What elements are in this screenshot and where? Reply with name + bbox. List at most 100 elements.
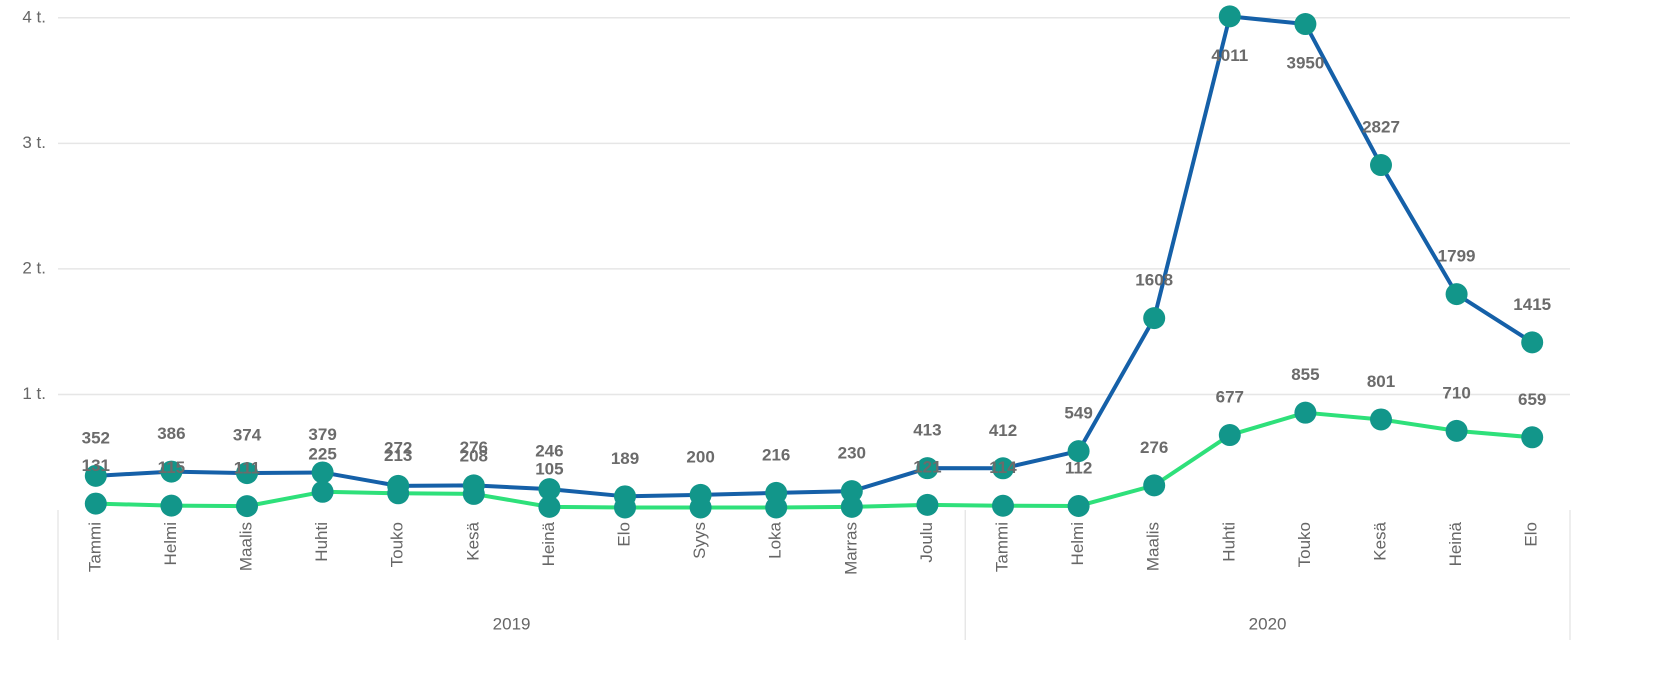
data-point <box>1370 408 1392 431</box>
data-point <box>916 493 939 516</box>
data-point <box>840 480 863 503</box>
data-label: 3950 <box>1286 54 1324 73</box>
x-tick-label: Huhti <box>1219 522 1238 562</box>
data-point <box>1445 419 1468 442</box>
data-label: 412 <box>989 421 1017 440</box>
data-label: 4011 <box>1211 46 1248 65</box>
data-label: 379 <box>308 425 336 444</box>
data-point <box>689 496 712 519</box>
x-tick-label: Huhti <box>312 522 331 562</box>
data-point <box>1067 440 1090 463</box>
data-point <box>1294 401 1317 424</box>
data-point <box>614 496 636 519</box>
data-label: 855 <box>1291 365 1319 384</box>
data-point <box>160 460 183 483</box>
data-label: 801 <box>1367 372 1395 391</box>
data-label: 131 <box>82 456 110 475</box>
x-tick-label: Elo <box>1522 522 1541 547</box>
data-point <box>1143 474 1166 497</box>
data-label: 208 <box>460 446 488 465</box>
data-point <box>311 480 334 503</box>
data-point <box>992 457 1014 480</box>
x-tick-label: Tammi <box>992 522 1011 572</box>
data-label: 246 <box>535 442 563 461</box>
data-label: 112 <box>1065 458 1092 477</box>
x-tick-label: Touko <box>388 522 407 567</box>
x-tick-label: Heinä <box>1446 521 1465 566</box>
data-point <box>1445 283 1468 306</box>
group-label: 2019 <box>493 614 531 633</box>
x-tick-label: Heinä <box>539 521 558 566</box>
data-label: 121 <box>913 457 941 476</box>
data-point <box>1370 154 1392 177</box>
data-point <box>84 464 107 487</box>
data-label: 659 <box>1518 390 1546 409</box>
y-tick-label: 1 t. <box>22 384 46 403</box>
data-label: 111 <box>234 459 261 478</box>
data-label: 413 <box>913 421 941 440</box>
x-tick-label: Syys <box>690 522 709 559</box>
series-line <box>95 14 1534 499</box>
data-label: 386 <box>157 424 185 443</box>
data-point <box>1218 424 1241 447</box>
data-label: 115 <box>158 458 185 477</box>
y-tick-label: 4 t. <box>22 7 46 26</box>
x-tick-label: Kesä <box>1370 521 1389 560</box>
data-label: 374 <box>233 426 262 445</box>
y-tick-label: 3 t. <box>22 133 46 152</box>
x-tick-label: Elo <box>614 522 633 547</box>
data-point <box>1218 5 1241 28</box>
x-tick-label: Maalis <box>236 522 255 571</box>
data-point <box>1143 307 1166 330</box>
data-label: 710 <box>1442 383 1470 402</box>
data-point <box>538 495 561 518</box>
data-point <box>992 494 1014 517</box>
data-label: 2827 <box>1362 118 1400 137</box>
data-label: 1415 <box>1513 295 1551 314</box>
data-point <box>236 462 258 485</box>
data-label: 276 <box>1140 438 1168 457</box>
data-point <box>1521 331 1544 354</box>
x-tick-label: Maalis <box>1144 522 1163 571</box>
x-tick-label: Kesä <box>463 521 482 560</box>
data-point <box>84 492 107 515</box>
data-point <box>765 496 788 519</box>
data-point <box>916 457 939 480</box>
x-tick-label: Helmi <box>161 522 180 565</box>
data-label: 276 <box>460 438 488 457</box>
data-point <box>1067 494 1090 517</box>
data-label: 114 <box>989 458 1017 477</box>
data-label: 105 <box>535 459 563 478</box>
x-tick-label: Touko <box>1295 522 1314 567</box>
x-tick-label: Marras <box>841 522 860 575</box>
data-label: 272 <box>384 438 412 457</box>
data-point <box>462 482 485 505</box>
data-point <box>387 482 410 505</box>
data-point <box>311 461 334 484</box>
data-label: 1799 <box>1438 247 1476 266</box>
data-label: 549 <box>1064 404 1092 423</box>
y-tick-label: 2 t. <box>22 258 46 277</box>
data-point <box>160 494 183 517</box>
x-tick-label: Loka <box>766 521 785 558</box>
data-label: 677 <box>1216 388 1244 407</box>
x-tick-label: Helmi <box>1068 522 1087 565</box>
data-label: 213 <box>384 446 412 465</box>
data-label: 352 <box>82 428 110 447</box>
x-tick-label: Joulu <box>917 522 936 563</box>
data-point <box>840 495 863 518</box>
data-point <box>1521 426 1544 449</box>
data-point <box>236 495 258 518</box>
data-label: 225 <box>308 444 336 463</box>
data-label: 200 <box>686 447 714 466</box>
data-label: 1608 <box>1135 271 1173 290</box>
data-point <box>538 478 561 501</box>
series-line <box>95 410 1533 510</box>
data-label: 230 <box>838 444 866 463</box>
data-label: 189 <box>611 449 639 468</box>
group-label: 2020 <box>1249 614 1287 633</box>
x-tick-label: Tammi <box>85 522 104 572</box>
data-point <box>1294 13 1317 36</box>
